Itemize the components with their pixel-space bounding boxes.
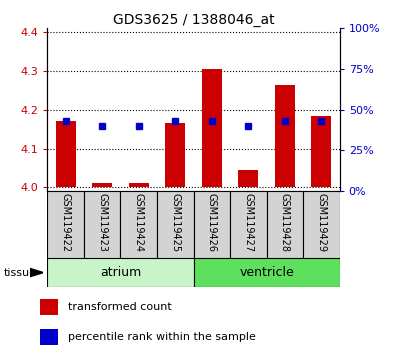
Text: tissue: tissue	[4, 268, 37, 278]
Text: ventricle: ventricle	[239, 266, 294, 279]
Text: GSM119429: GSM119429	[316, 193, 326, 252]
Bar	[47, 191, 84, 258]
Text: GSM119427: GSM119427	[243, 193, 253, 252]
Bar	[194, 191, 230, 258]
Text: percentile rank within the sample: percentile rank within the sample	[68, 332, 256, 342]
Bar	[267, 191, 303, 258]
Bar	[165, 123, 185, 187]
Text: GSM119423: GSM119423	[97, 193, 107, 252]
Bar	[92, 183, 112, 187]
Text: GSM119426: GSM119426	[207, 193, 217, 252]
Bar	[56, 121, 76, 187]
Bar	[311, 115, 331, 187]
Bar	[129, 183, 149, 187]
Title: GDS3625 / 1388046_at: GDS3625 / 1388046_at	[113, 13, 275, 27]
Text: GSM119424: GSM119424	[134, 193, 144, 252]
Bar	[40, 299, 58, 315]
Bar	[84, 191, 120, 258]
Bar	[157, 191, 194, 258]
Bar	[275, 85, 295, 187]
Text: transformed count: transformed count	[68, 302, 172, 313]
Bar	[47, 258, 194, 287]
Text: GSM119422: GSM119422	[61, 193, 71, 252]
Text: GSM119428: GSM119428	[280, 193, 290, 252]
Text: GSM119425: GSM119425	[170, 193, 180, 252]
Bar	[40, 329, 58, 345]
Bar	[194, 258, 340, 287]
Bar	[238, 170, 258, 187]
Bar	[303, 191, 340, 258]
Bar	[230, 191, 267, 258]
Bar	[120, 191, 157, 258]
Polygon shape	[30, 268, 43, 277]
Bar	[202, 69, 222, 187]
Text: atrium: atrium	[100, 266, 141, 279]
